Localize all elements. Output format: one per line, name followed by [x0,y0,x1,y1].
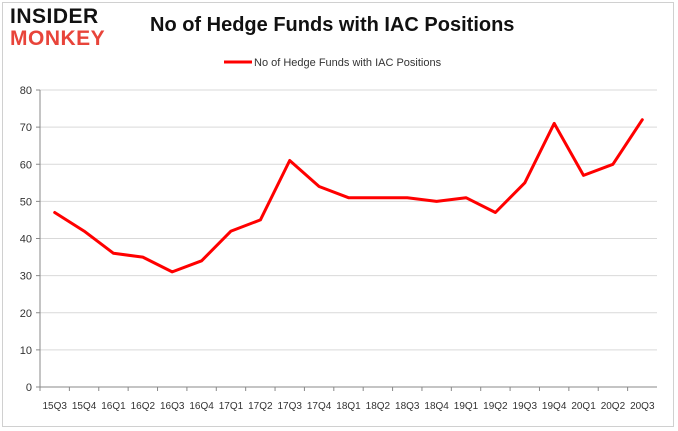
x-tick-label-15Q4: 15Q4 [72,401,97,412]
x-tick-label-19Q3: 19Q3 [513,401,538,412]
x-tick-label-20Q2: 20Q2 [601,401,626,412]
x-tick-label-20Q3: 20Q3 [630,401,655,412]
x-tick-label-17Q4: 17Q4 [307,401,332,412]
y-tick-label-30: 30 [20,271,32,283]
y-tick-label-10: 10 [20,345,32,357]
x-tick-label-19Q4: 19Q4 [542,401,567,412]
axes [39,90,657,388]
x-tick-label-18Q4: 18Q4 [424,401,449,412]
logo-bottom-text: MONKEY [10,27,106,50]
legend: No of Hedge Funds with IAC Positions [224,57,442,69]
y-tick-label-0: 0 [26,382,32,394]
series-group [53,118,644,274]
x-axis-ticks: 15Q3 15Q4 16Q1 16Q2 16Q3 16Q4 17Q1 17Q2 17Q3 17Q4… [39,387,655,412]
chart-title: No of Hedge Funds with IAC Positions [150,14,515,36]
x-tick-label-18Q1: 18Q1 [336,401,361,412]
gridlines [40,89,657,388]
y-tick-label-80: 80 [20,85,32,97]
insider-monkey-logo: INSIDER MONKEY [10,6,128,49]
x-tick-label-16Q2: 16Q2 [131,401,156,412]
logo-top-text: INSIDER [10,5,99,28]
x-tick-label-20Q1: 20Q1 [571,401,596,412]
x-tick-label-17Q2: 17Q2 [248,401,273,412]
legend-label: No of Hedge Funds with IAC Positions [254,57,442,69]
y-axis-ticks: 0 10 20 30 40 50 60 70 80 [20,85,40,394]
chart-frame [2,2,674,427]
x-tick-label-16Q1: 16Q1 [101,401,126,412]
x-tick-label-19Q1: 19Q1 [454,401,479,412]
y-tick-label-40: 40 [20,234,32,246]
y-tick-label-60: 60 [20,159,32,171]
x-tick-label-17Q1: 17Q1 [219,401,244,412]
x-tick-label-16Q4: 16Q4 [189,401,214,412]
y-tick-label-20: 20 [20,308,32,320]
x-tick-label-16Q3: 16Q3 [160,401,185,412]
y-tick-label-50: 50 [20,196,32,208]
x-tick-label-19Q2: 19Q2 [483,401,508,412]
x-tick-label-17Q3: 17Q3 [278,401,303,412]
y-tick-label-70: 70 [20,122,32,134]
x-tick-label-18Q3: 18Q3 [395,401,420,412]
x-tick-label-18Q2: 18Q2 [366,401,391,412]
x-tick-label-15Q3: 15Q3 [42,401,67,412]
series-line-0 [53,118,644,274]
